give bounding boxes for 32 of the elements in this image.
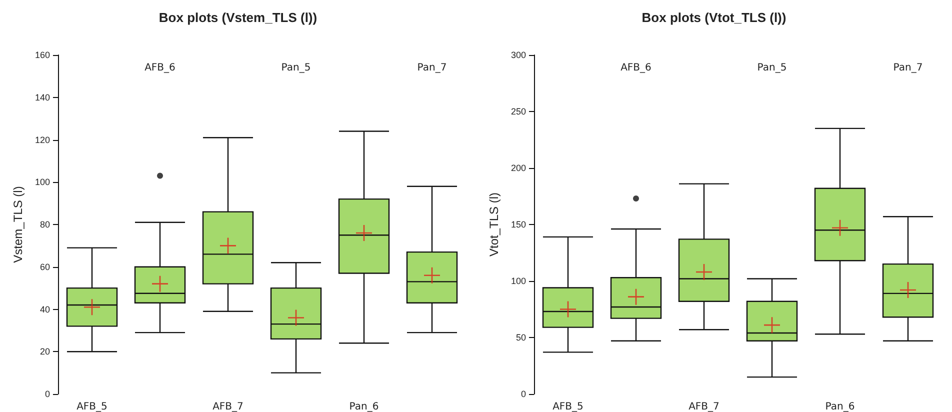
y-tick-label: 20 — [40, 346, 50, 357]
y-tick-label: 100 — [34, 177, 50, 188]
x-tick-label: AFB_7 — [688, 402, 720, 412]
x-tick-label: AFB_6 — [620, 62, 652, 74]
x-tick-label: Pan_5 — [757, 62, 787, 74]
y-tick-label: 0 — [520, 389, 526, 399]
y-tick-label: 80 — [40, 220, 50, 230]
y-tick-label: 200 — [510, 163, 526, 173]
x-tick-label: Pan_5 — [281, 62, 311, 74]
x-tick-label: Pan_7 — [417, 62, 447, 74]
y-tick-label: 60 — [40, 262, 50, 272]
y-tick-label: 150 — [510, 220, 526, 230]
x-tick-label: Pan_6 — [349, 402, 379, 412]
y-tick-label: 140 — [34, 92, 50, 102]
chart-title: Box plots (Vtot_TLS (l)) — [642, 10, 786, 25]
y-tick-label: 100 — [510, 276, 526, 286]
x-tick-label: AFB_7 — [212, 402, 244, 412]
y-tick-label: 300 — [510, 50, 526, 60]
x-tick-label: AFB_6 — [144, 62, 176, 74]
x-tick-label: Pan_7 — [893, 62, 923, 74]
y-tick-label: 40 — [40, 304, 50, 314]
y-tick-label: 50 — [516, 332, 526, 342]
y-axis-title: Vtot_TLS (l) — [487, 192, 501, 257]
x-tick-label: AFB_5 — [552, 402, 584, 412]
chart-title: Box plots (Vstem_TLS (l)) — [158, 10, 318, 25]
y-tick-label: 0 — [44, 389, 50, 399]
y-tick-label: 250 — [510, 106, 526, 116]
x-tick-label: Pan_6 — [825, 402, 855, 412]
y-axis-title: Vstem_TLS (l) — [11, 186, 25, 263]
y-tick-label: 120 — [34, 134, 50, 145]
x-tick-label: AFB_5 — [76, 402, 108, 412]
y-tick-label: 160 — [34, 50, 50, 60]
